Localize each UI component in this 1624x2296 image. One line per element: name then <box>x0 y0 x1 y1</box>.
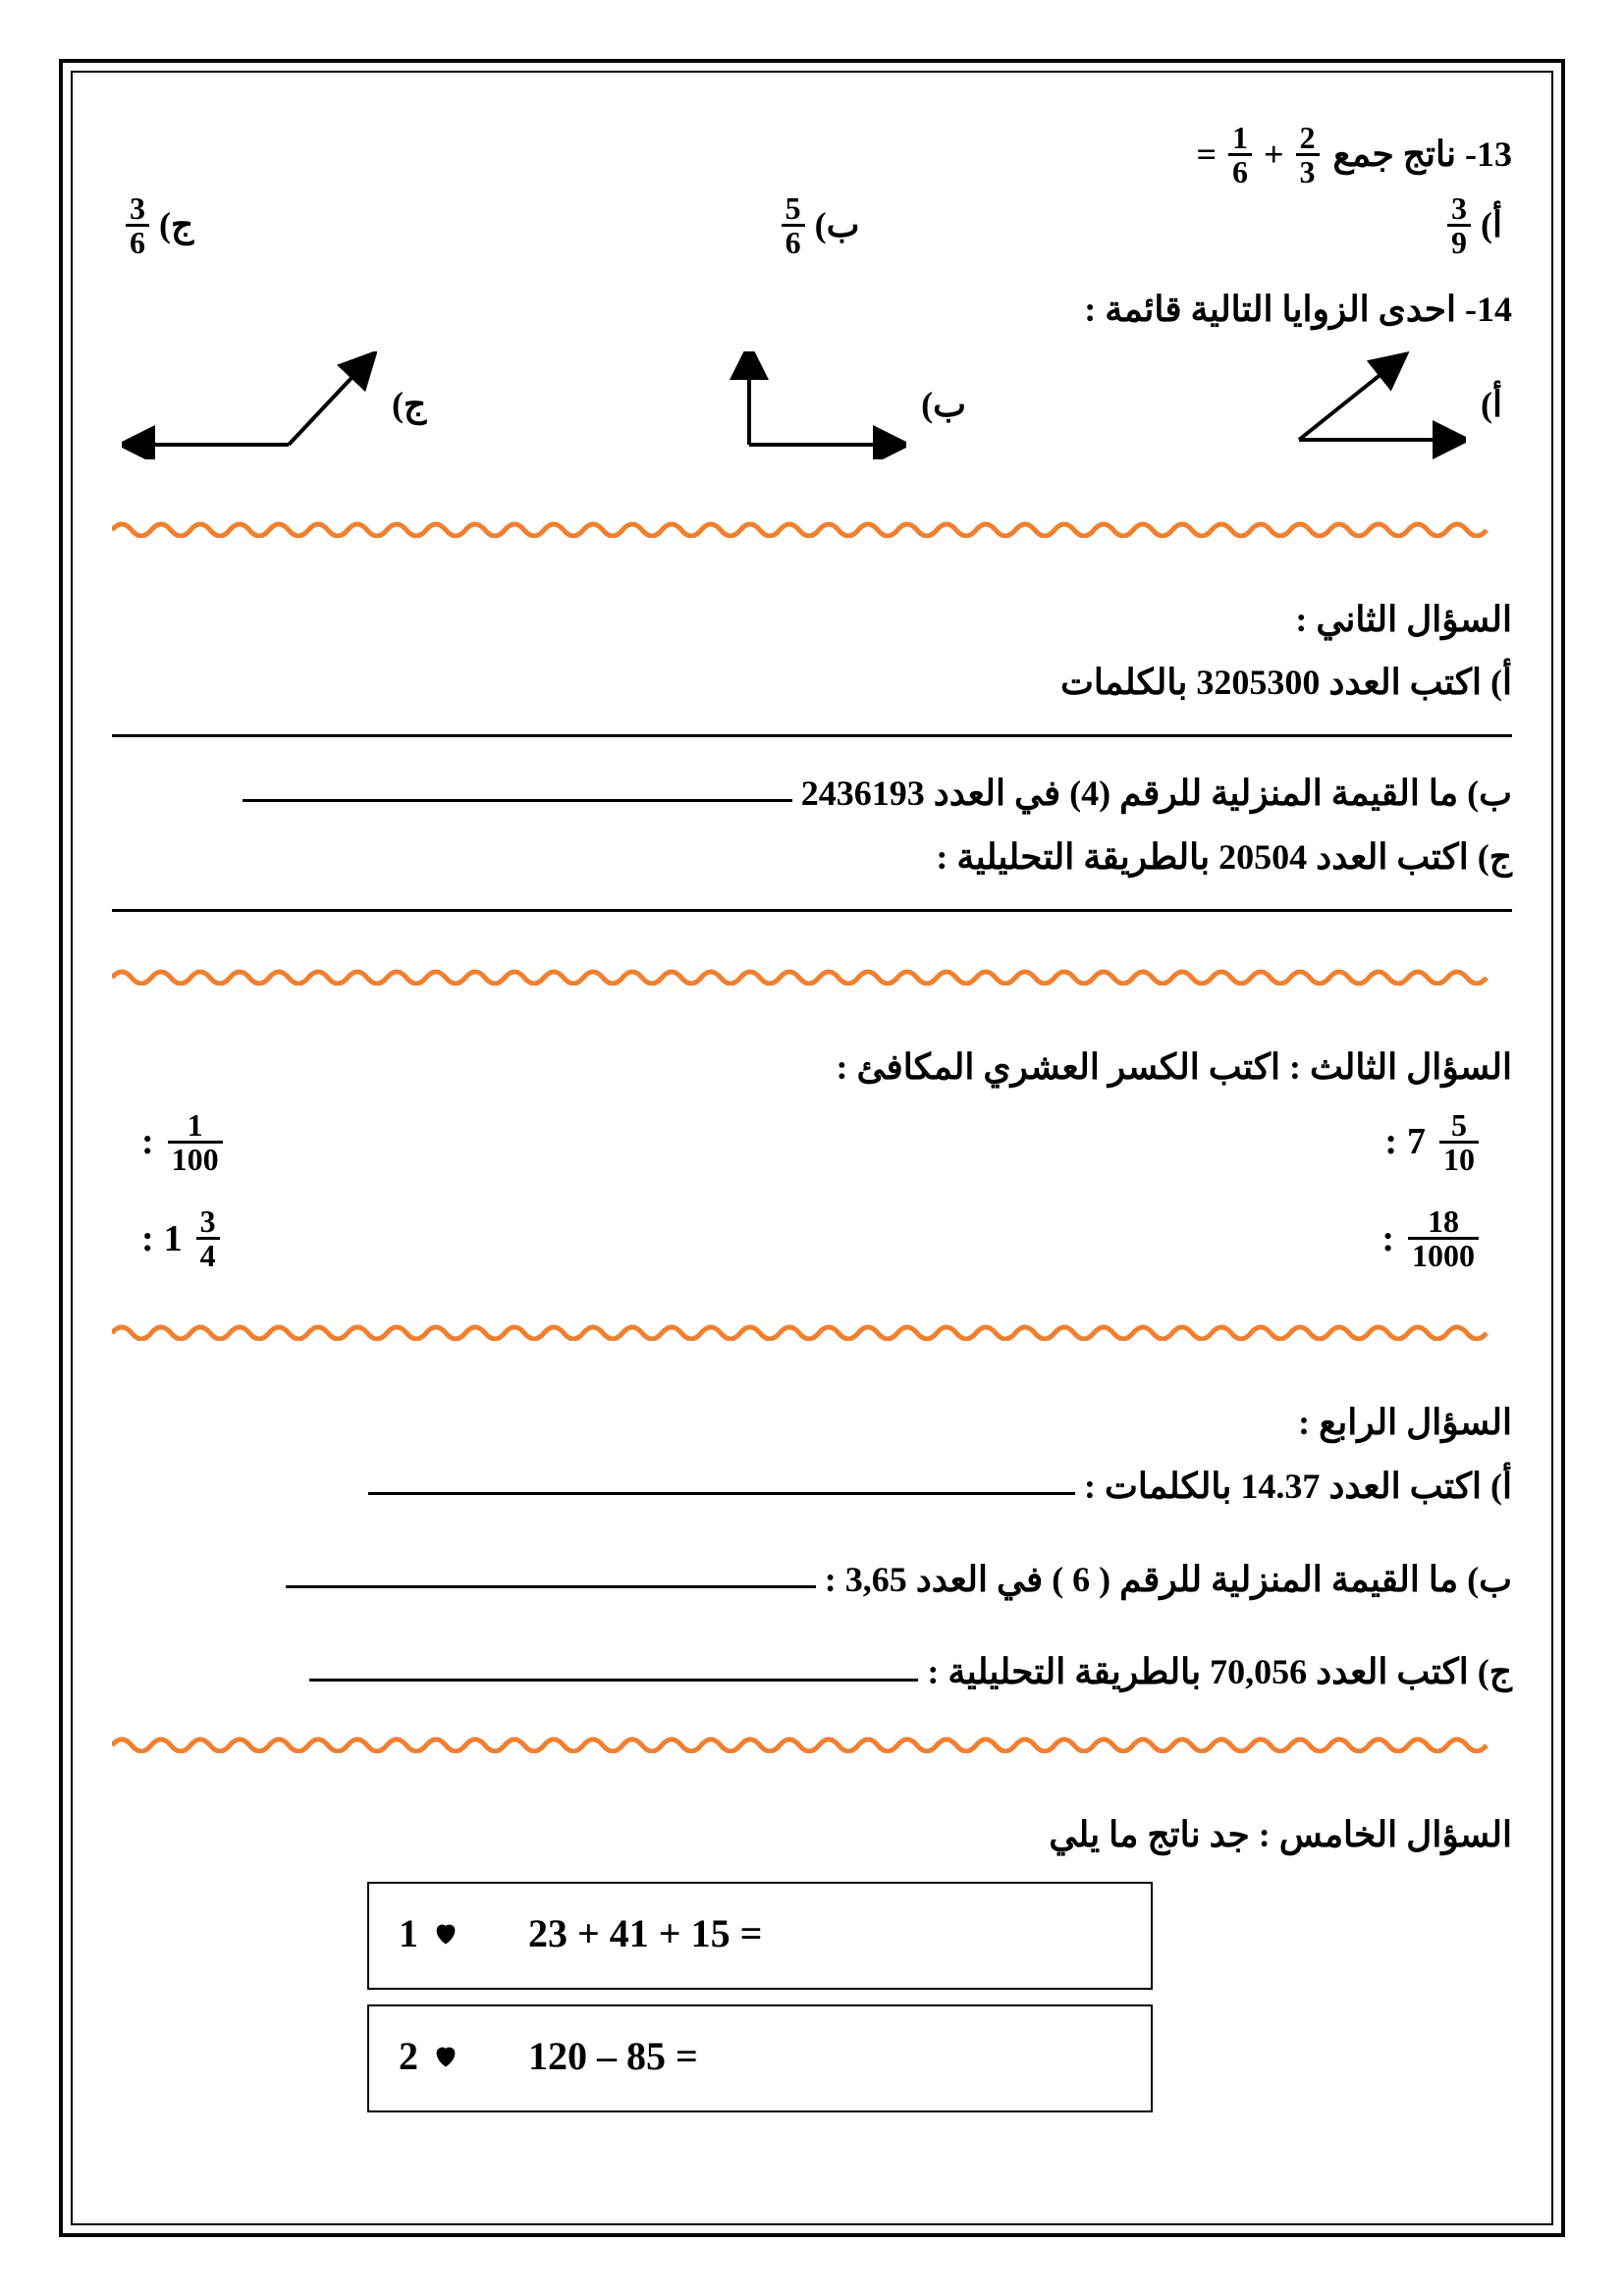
q3-row1: : 7 5 10 : 1 100 <box>112 1098 1512 1195</box>
inline-blank <box>243 791 792 802</box>
q3-title: السؤال الثالث : اكتب الكسر العشري المكاف… <box>112 1036 1512 1099</box>
q13-frac2: 2 3 <box>1296 122 1320 187</box>
inline-blank <box>286 1577 816 1588</box>
q2-c: ج) اكتب العدد 20504 بالطريقة التحليلية : <box>112 826 1512 889</box>
wavy-divider <box>112 1321 1512 1341</box>
blank-line <box>112 724 1512 737</box>
q14-angles: أ) ب) <box>112 351 1512 459</box>
q2-title: السؤال الثاني : <box>112 588 1512 652</box>
acute-angle-icon <box>1270 351 1466 459</box>
q13-choice-a: أ) 3 9 <box>1443 192 1502 258</box>
q3-row2: : 18 1000 : 1 3 4 <box>112 1196 1512 1292</box>
wavy-divider <box>112 966 1512 986</box>
q13-plus: + <box>1264 123 1284 187</box>
q13-equals: = <box>1197 123 1218 187</box>
q13-frac1: 1 6 <box>1228 122 1252 187</box>
q13-text: 13- ناتج جمع <box>1333 123 1512 187</box>
q5-title: السؤال الخامس : جد ناتج ما يلي <box>112 1803 1512 1867</box>
q4-b: ب) ما القيمة المنزلية للرقم ( 6 ) في الع… <box>112 1548 1512 1612</box>
q5-boxes: 1 23 + 41 + 15 = 2 120 – 85 = <box>112 1882 1512 2127</box>
q4-title: السؤال الرابع : <box>112 1391 1512 1455</box>
q4-c: ج) اكتب العدد 70,056 بالطريقة التحليلية … <box>112 1640 1512 1704</box>
q4-a: أ) اكتب العدد 14.37 بالكلمات : <box>112 1455 1512 1519</box>
wavy-divider <box>112 518 1512 538</box>
q3-item-3: : 18 1000 <box>1208 1205 1483 1272</box>
blank-line <box>112 899 1512 912</box>
q13-choices: أ) 3 9 ب) 5 6 ج) <box>112 192 1512 258</box>
q2-a: أ) اكتب العدد 3205300 بالكلمات <box>112 651 1512 715</box>
q14-angle-c: ج) <box>122 351 426 459</box>
heart-icon <box>432 1920 460 1948</box>
q13-prompt: 13- ناتج جمع = 1 6 + 2 3 <box>112 122 1512 187</box>
q2-b: ب) ما القيمة المنزلية للرقم (4) في العدد… <box>112 762 1512 826</box>
q5-box-1: 1 23 + 41 + 15 = <box>367 1882 1153 1990</box>
obtuse-angle-icon <box>122 351 377 459</box>
heart-icon <box>432 2043 460 2070</box>
right-angle-icon <box>730 351 906 459</box>
q3-item-2: : 1 100 <box>141 1108 416 1175</box>
inline-blank <box>309 1671 918 1682</box>
q13-choice-c: ج) 3 6 <box>122 192 193 258</box>
q14-prompt: 14- احدى الزوايا التالية قائمة : <box>112 278 1512 342</box>
inline-blank <box>368 1484 1075 1495</box>
q3-item-4: : 1 3 4 <box>141 1205 416 1272</box>
q13-choice-b: ب) 5 6 <box>778 192 860 258</box>
wavy-divider <box>112 1734 1512 1753</box>
q3-item-1: : 7 5 10 <box>1208 1108 1483 1175</box>
q14-angle-a: أ) <box>1270 351 1502 459</box>
q14-angle-b: ب) <box>730 351 966 459</box>
q5-box-2: 2 120 – 85 = <box>367 2004 1153 2112</box>
